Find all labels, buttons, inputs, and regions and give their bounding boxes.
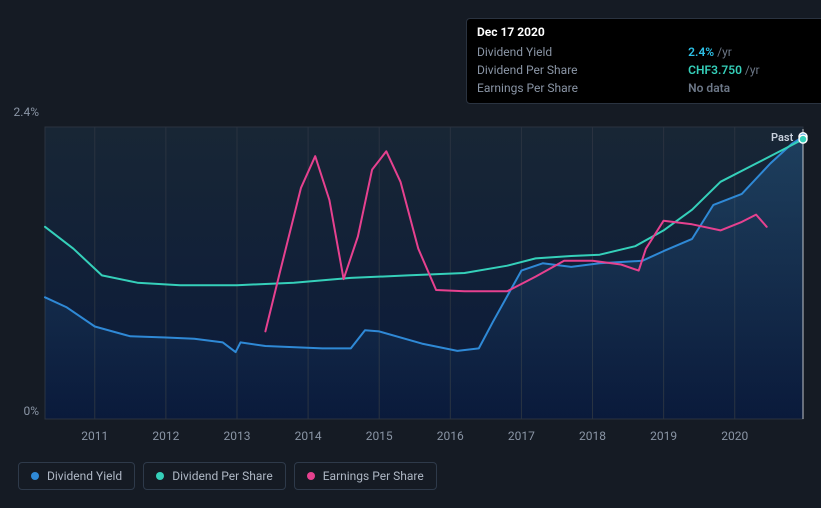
tooltip-row-label: Dividend Per Share: [477, 61, 688, 79]
tooltip-row-label: Dividend Yield: [477, 43, 688, 61]
tooltip-title: Dec 17 2020: [477, 25, 815, 39]
legend-dot-icon: [307, 472, 315, 480]
tooltip-row-value: CHF3.750 /yr: [688, 61, 815, 79]
x-axis-tick-label: 2020: [721, 429, 748, 443]
past-label: Past: [771, 131, 793, 144]
legend-dot-icon: [156, 472, 164, 480]
x-axis-tick-label: 2011: [81, 429, 108, 443]
tooltip-row: Dividend Per ShareCHF3.750 /yr: [477, 61, 815, 79]
tooltip-box: Dec 17 2020 Dividend Yield2.4% /yrDivide…: [466, 18, 821, 104]
x-axis-tick-label: 2018: [579, 429, 606, 443]
x-axis-tick-label: 2013: [223, 429, 250, 443]
tooltip-row: Earnings Per ShareNo data: [477, 79, 815, 97]
x-axis-tick-label: 2019: [650, 429, 677, 443]
legend-item[interactable]: Dividend Per Share: [143, 462, 286, 490]
chart-container: 2.4% 0% 2011 2012 2013 2014 2015 2016 2017 2018…: [0, 0, 821, 508]
legend: Dividend Yield Dividend Per Share Earnings…: [18, 462, 437, 490]
x-axis-tick-label: 2015: [366, 429, 393, 443]
x-axis-tick-label: 2016: [437, 429, 464, 443]
legend-label: Earnings Per Share: [323, 469, 424, 483]
tooltip-row-label: Earnings Per Share: [477, 79, 688, 97]
tooltip-row-value: 2.4% /yr: [688, 43, 815, 61]
tooltip-row: Dividend Yield2.4% /yr: [477, 43, 815, 61]
legend-label: Dividend Per Share: [172, 469, 273, 483]
legend-label: Dividend Yield: [47, 469, 122, 483]
x-axis-tick-label: 2012: [152, 429, 179, 443]
x-axis-tick-label: 2017: [508, 429, 535, 443]
y-axis-min-label: 0%: [7, 404, 39, 418]
legend-item[interactable]: Dividend Yield: [18, 462, 135, 490]
tooltip-row-value: No data: [688, 79, 815, 97]
tooltip-table: Dividend Yield2.4% /yrDividend Per Share…: [477, 43, 815, 97]
legend-item[interactable]: Earnings Per Share: [294, 462, 437, 490]
x-axis-tick-label: 2014: [295, 429, 322, 443]
y-axis-max-label: 2.4%: [7, 105, 39, 119]
legend-dot-icon: [31, 472, 39, 480]
